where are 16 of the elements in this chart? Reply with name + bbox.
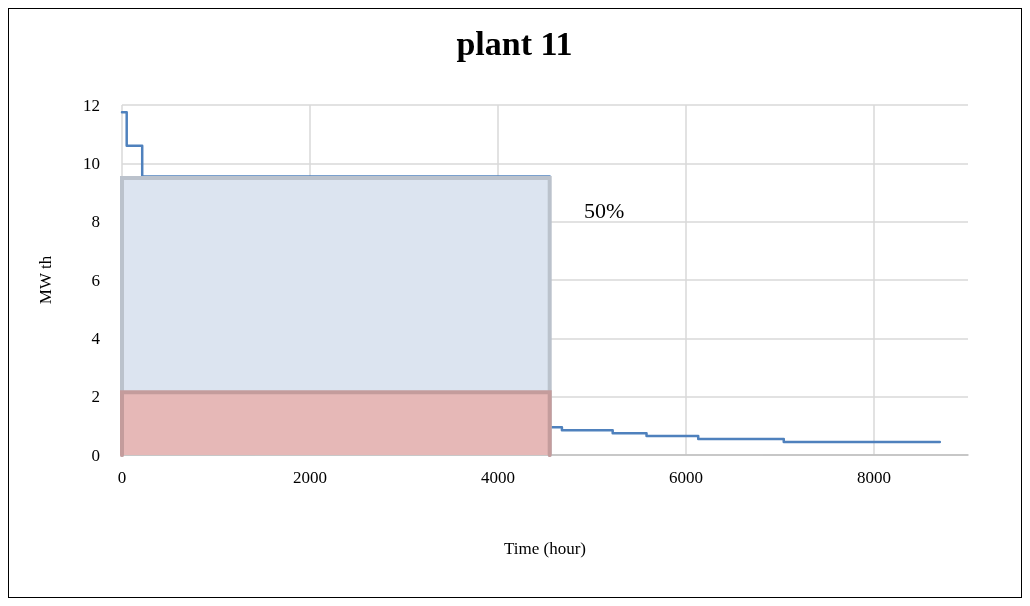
y-tick-label: 12 bbox=[83, 95, 100, 115]
x-tick-label: 8000 bbox=[857, 468, 891, 487]
y-tick-label: 2 bbox=[91, 387, 100, 407]
y-tick-label: 6 bbox=[91, 270, 100, 290]
x-tick-label: 2000 bbox=[293, 468, 327, 487]
annotation: 50% bbox=[584, 197, 625, 223]
y-axis-title: MW th bbox=[36, 255, 55, 305]
y-tick-label: 4 bbox=[91, 328, 101, 348]
x-tick-label: 6000 bbox=[669, 468, 703, 487]
x-axis-title: Time (hour) bbox=[503, 539, 587, 558]
y-tick-label: 10 bbox=[83, 153, 100, 173]
x-tick-label: 0 bbox=[117, 468, 127, 487]
y-tick-label: 8 bbox=[91, 212, 100, 232]
chart-title: plant 11 bbox=[456, 24, 573, 62]
y-tick-label: 0 bbox=[91, 445, 100, 465]
x-tick-label: 4000 bbox=[481, 468, 515, 487]
